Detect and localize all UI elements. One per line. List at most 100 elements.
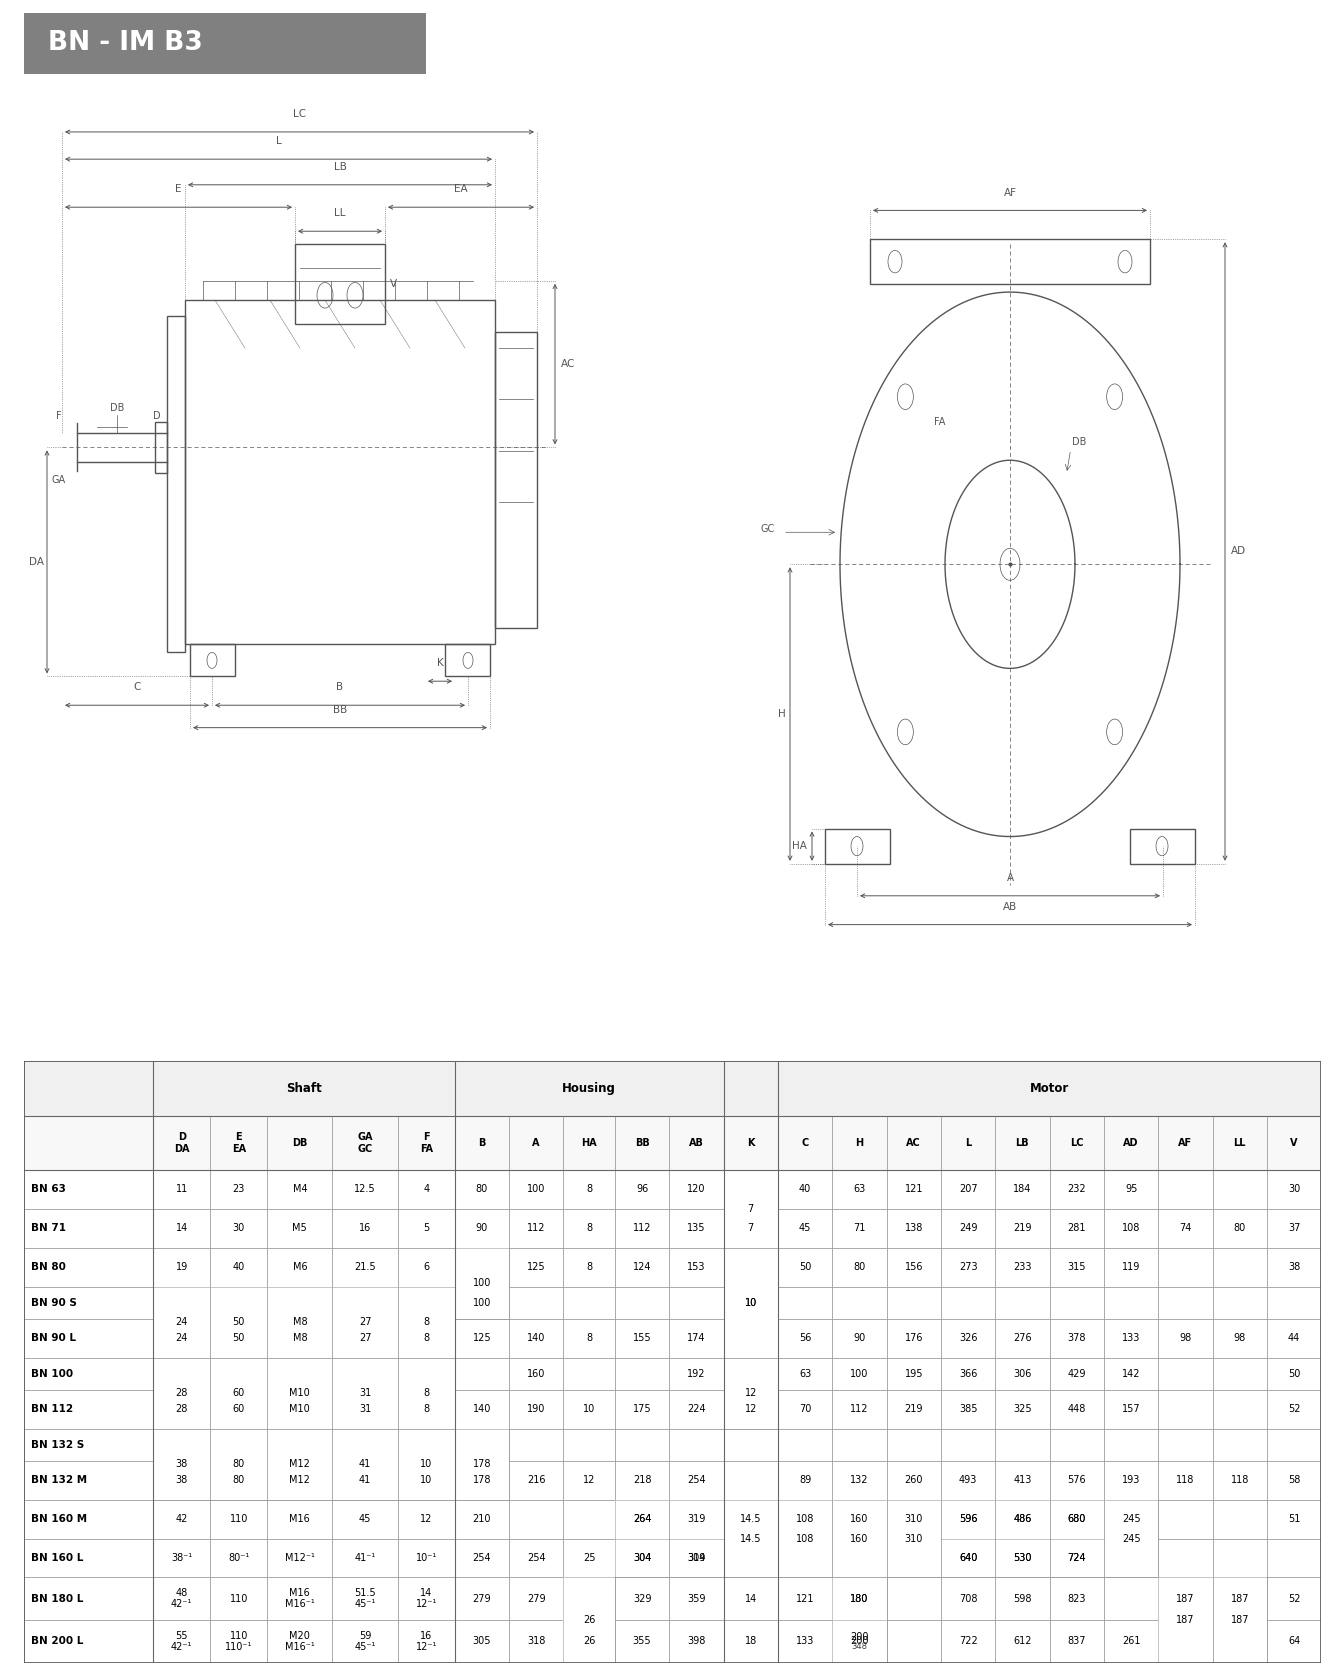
Bar	[832, 1460, 887, 1499]
Bar	[563, 1577, 615, 1663]
Bar	[398, 1499, 454, 1539]
Text: 8: 8	[423, 1317, 429, 1327]
Bar	[1266, 1170, 1321, 1208]
Text: 16
12⁻¹: 16 12⁻¹	[415, 1631, 437, 1653]
Bar	[615, 1248, 669, 1287]
Text: 310: 310	[905, 1534, 923, 1544]
Text: GA
GC: GA GC	[358, 1131, 373, 1153]
Bar	[454, 1248, 509, 1318]
Bar	[398, 1460, 454, 1499]
Text: 10: 10	[419, 1459, 433, 1469]
Bar	[1049, 1116, 1104, 1170]
Bar	[724, 1248, 779, 1357]
Text: 125: 125	[527, 1262, 545, 1272]
Text: DB: DB	[1072, 436, 1085, 446]
Text: 80: 80	[1234, 1223, 1246, 1233]
Text: 108: 108	[796, 1514, 815, 1524]
Bar	[563, 1577, 615, 1663]
Bar	[669, 1287, 724, 1318]
Bar	[563, 1577, 615, 1619]
Bar	[267, 1429, 332, 1499]
Bar	[941, 1116, 996, 1170]
Bar	[210, 1619, 267, 1663]
Text: 232: 232	[1068, 1185, 1085, 1195]
Bar	[996, 1499, 1049, 1577]
Bar	[509, 1248, 563, 1287]
Bar	[996, 1499, 1049, 1577]
Bar	[1158, 1170, 1213, 1208]
Bar	[887, 1116, 941, 1170]
Text: 279: 279	[527, 1594, 545, 1604]
Bar	[941, 1499, 996, 1539]
Text: 30: 30	[1288, 1185, 1300, 1195]
Bar	[153, 1061, 454, 1116]
Bar	[1266, 1429, 1321, 1460]
Text: M10: M10	[289, 1389, 311, 1399]
Bar	[996, 1116, 1049, 1170]
Bar	[454, 1248, 509, 1318]
Bar	[332, 1248, 398, 1287]
Bar	[454, 1577, 509, 1619]
Bar	[724, 1116, 779, 1170]
Bar	[509, 1357, 563, 1390]
Text: 96: 96	[636, 1185, 649, 1195]
Bar	[1158, 1357, 1213, 1390]
Bar	[332, 1429, 398, 1499]
Text: 378: 378	[1068, 1333, 1085, 1343]
Text: 26: 26	[583, 1636, 595, 1646]
Text: 8: 8	[586, 1185, 592, 1195]
Text: 26: 26	[583, 1614, 595, 1624]
Bar	[1213, 1429, 1266, 1460]
Text: M12: M12	[289, 1459, 311, 1469]
Text: 304: 304	[687, 1552, 706, 1562]
Text: 219: 219	[1013, 1223, 1032, 1233]
Text: 7: 7	[748, 1203, 754, 1213]
Bar	[1049, 1208, 1104, 1248]
Bar	[1049, 1390, 1104, 1429]
Text: M10: M10	[289, 1404, 311, 1414]
Bar	[832, 1248, 887, 1287]
Bar	[398, 1287, 454, 1318]
Text: 50: 50	[233, 1333, 245, 1343]
Bar	[1158, 1499, 1213, 1539]
Text: A: A	[1006, 872, 1013, 882]
Text: 71: 71	[854, 1223, 866, 1233]
Bar	[1266, 1357, 1321, 1390]
Bar	[153, 1460, 210, 1499]
Text: BB: BB	[635, 1138, 650, 1148]
Text: BN 80: BN 80	[31, 1262, 66, 1272]
Bar	[1213, 1208, 1266, 1248]
Bar	[267, 1116, 332, 1170]
Text: 50: 50	[1288, 1369, 1300, 1379]
Bar	[996, 1116, 1049, 1170]
Bar	[210, 1357, 267, 1429]
Bar	[153, 1390, 210, 1429]
Bar	[332, 1429, 398, 1499]
Bar	[996, 1287, 1049, 1318]
Text: BN - IM B3: BN - IM B3	[48, 30, 202, 57]
Text: M5: M5	[292, 1223, 307, 1233]
Text: 530: 530	[1013, 1552, 1032, 1562]
Bar	[267, 1357, 332, 1429]
Bar	[563, 1390, 615, 1429]
Bar	[1049, 1287, 1104, 1318]
Bar	[832, 1116, 887, 1170]
Bar	[1049, 1499, 1104, 1539]
Bar	[509, 1116, 563, 1170]
Bar	[1104, 1170, 1158, 1208]
Text: 576: 576	[1068, 1475, 1085, 1486]
Text: 200: 200	[850, 1631, 868, 1641]
Bar	[996, 1460, 1049, 1499]
Text: 190: 190	[527, 1404, 545, 1414]
Bar	[941, 1116, 996, 1170]
Text: 260: 260	[905, 1475, 923, 1486]
Bar	[615, 1116, 669, 1170]
Bar	[669, 1460, 724, 1499]
Text: BN 180 L: BN 180 L	[31, 1594, 83, 1604]
Text: 180: 180	[851, 1594, 868, 1604]
Bar	[24, 1170, 153, 1208]
Text: F: F	[56, 411, 62, 421]
Bar	[267, 1429, 332, 1499]
Bar	[210, 1116, 267, 1170]
Bar	[398, 1116, 454, 1170]
